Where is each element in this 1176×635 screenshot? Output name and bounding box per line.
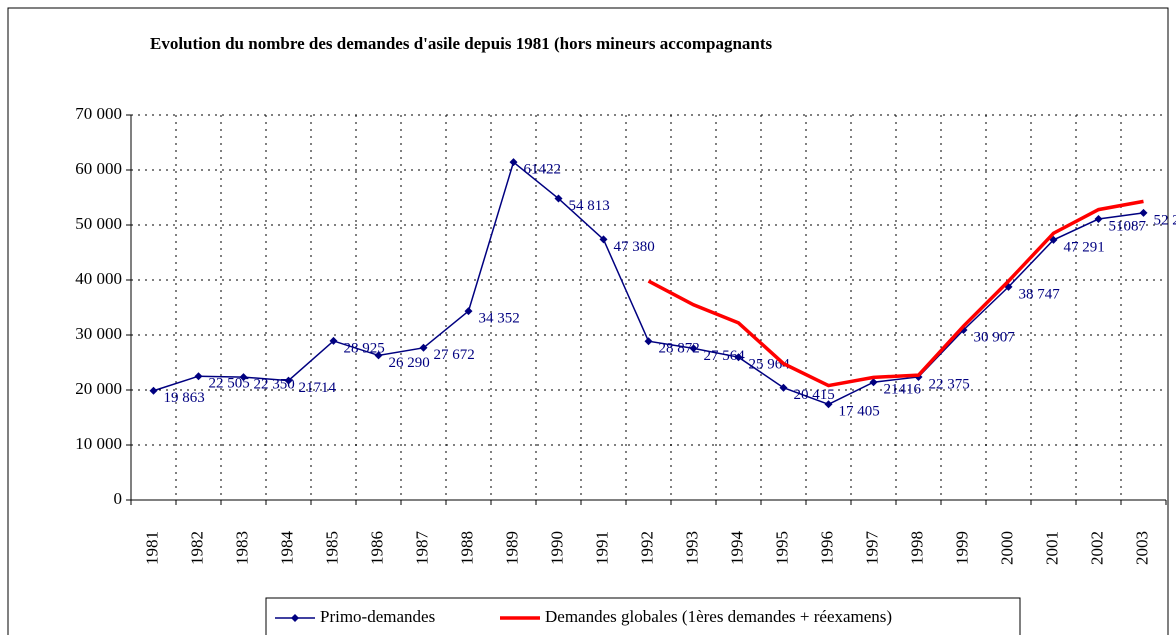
x-tick-label: 2002 — [1087, 531, 1106, 565]
y-tick-label: 60 000 — [75, 159, 122, 178]
x-tick-label: 1987 — [412, 531, 431, 566]
data-label: 22 350 — [254, 377, 295, 393]
data-label: 20 415 — [794, 387, 835, 403]
x-tick-label: 1989 — [502, 531, 521, 565]
y-tick-label: 20 000 — [75, 379, 122, 398]
data-point — [1139, 208, 1148, 217]
data-label: 21714 — [299, 380, 337, 396]
y-tick-label: 10 000 — [75, 434, 122, 453]
data-point — [554, 194, 563, 203]
data-label: 22 375 — [929, 376, 970, 392]
data-point — [374, 351, 383, 360]
data-label: 17 405 — [839, 404, 880, 420]
data-label: 34 352 — [479, 311, 520, 327]
series-line — [153, 160, 1144, 406]
data-label: 47 291 — [1064, 239, 1105, 255]
data-label: 30 907 — [974, 329, 1016, 345]
data-point — [149, 386, 158, 395]
data-point — [509, 158, 518, 167]
data-label: 21416 — [884, 382, 922, 398]
legend-label: Primo-demandes — [320, 607, 435, 626]
x-tick-label: 1998 — [907, 531, 926, 565]
x-tick-label: 1997 — [862, 531, 881, 566]
series-line — [647, 199, 1144, 388]
x-tick-label: 1992 — [637, 531, 656, 565]
data-point — [824, 400, 833, 409]
chart-border — [7, 7, 1169, 635]
y-tick-label: 40 000 — [75, 269, 122, 288]
data-point — [464, 307, 473, 316]
data-label: 38 747 — [1019, 286, 1061, 302]
data-label: 26 290 — [389, 355, 430, 371]
data-point — [644, 337, 653, 346]
y-tick-label: 70 000 — [75, 104, 122, 123]
data-label: 61422 — [524, 162, 562, 178]
x-tick-label: 1984 — [277, 531, 296, 566]
x-tick-label: 2003 — [1132, 531, 1151, 565]
y-tick-label: 50 000 — [75, 214, 122, 233]
data-point — [734, 353, 743, 362]
data-point — [599, 235, 608, 244]
x-tick-label: 1993 — [682, 531, 701, 565]
x-tick-label: 1986 — [367, 531, 386, 565]
data-label: 27 564 — [704, 348, 746, 364]
data-point — [329, 336, 338, 345]
data-label: 28 925 — [344, 340, 385, 356]
data-label: 54 813 — [569, 198, 610, 214]
data-label: 28 872 — [659, 341, 700, 357]
x-tick-label: 1988 — [457, 531, 476, 565]
x-tick-label: 1991 — [592, 531, 611, 565]
y-tick-label: 0 — [114, 489, 123, 508]
data-point — [779, 383, 788, 392]
x-tick-label: 2000 — [997, 531, 1016, 565]
data-label: 22 505 — [209, 376, 250, 392]
data-label: 51087 — [1109, 218, 1147, 234]
x-tick-label: 1999 — [952, 531, 971, 565]
data-point — [419, 343, 428, 352]
x-tick-label: 1985 — [322, 531, 341, 565]
data-label: 27 672 — [434, 347, 475, 363]
legend-label: Demandes globales (1ères demandes + réex… — [545, 607, 892, 626]
data-point — [869, 378, 878, 387]
x-tick-label: 1996 — [817, 531, 836, 565]
data-point — [194, 372, 203, 381]
data-label: 19 863 — [164, 390, 205, 406]
data-point — [284, 376, 293, 385]
y-tick-label: 30 000 — [75, 324, 122, 343]
data-label: 52 204 — [1154, 212, 1176, 228]
data-label: 47 380 — [614, 239, 655, 255]
x-tick-label: 1995 — [772, 531, 791, 565]
chart-title: Evolution du nombre des demandes d'asile… — [150, 34, 773, 53]
x-tick-label: 1994 — [727, 531, 746, 566]
x-tick-label: 1982 — [187, 531, 206, 565]
x-tick-label: 1981 — [142, 531, 161, 565]
legend — [265, 597, 1021, 635]
data-point — [689, 344, 698, 353]
x-tick-label: 2001 — [1042, 531, 1061, 565]
legend-marker — [291, 614, 299, 622]
data-point — [1094, 215, 1103, 224]
x-tick-label: 1983 — [232, 531, 251, 565]
data-point — [239, 373, 248, 382]
x-tick-label: 1990 — [547, 531, 566, 565]
